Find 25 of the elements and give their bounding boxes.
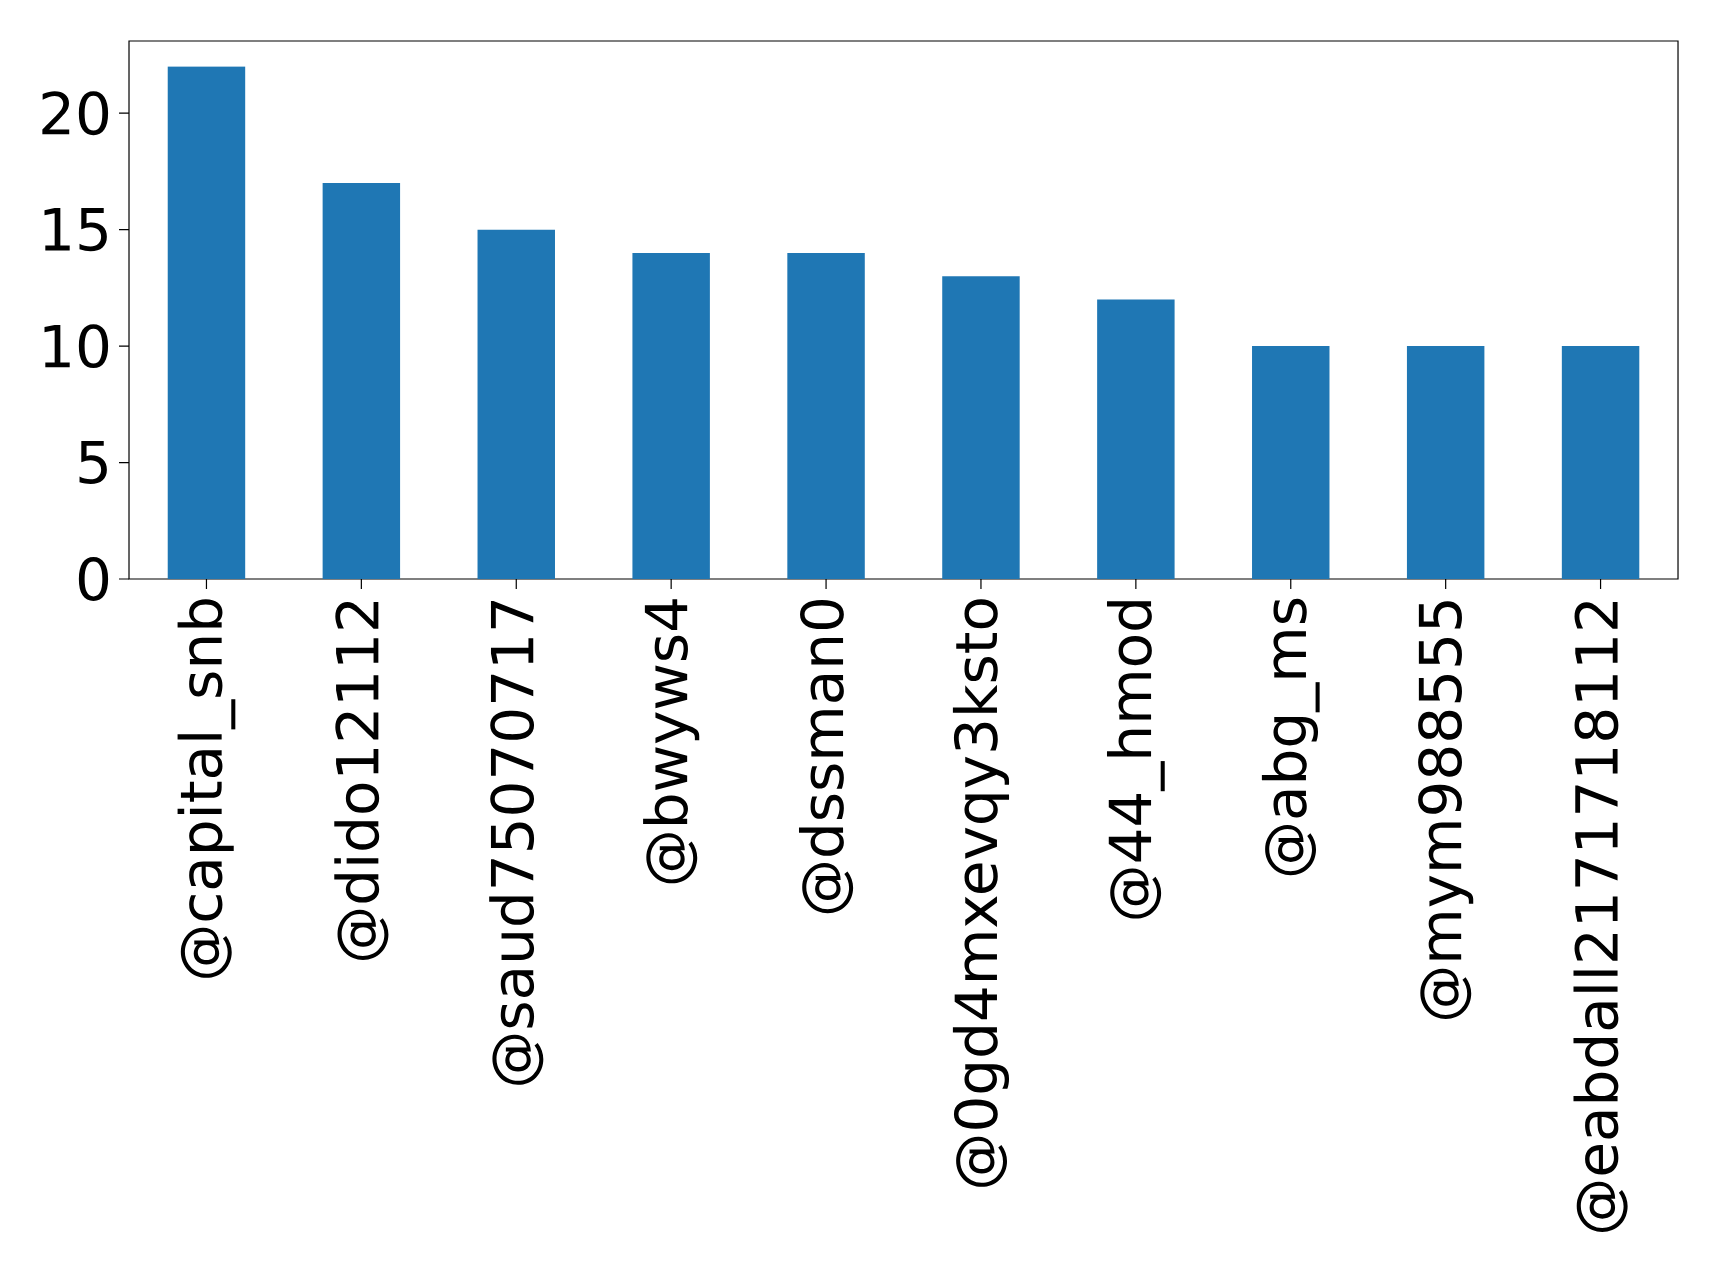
y-tick-label: 5 bbox=[79, 441, 107, 485]
bar bbox=[1097, 299, 1175, 579]
x-tick-label: @0gd4mxevqy3ksto bbox=[952, 599, 1010, 1187]
x-tick-label: @mym988555 bbox=[1418, 601, 1474, 1019]
x-tick-label: @eabdall2171718112 bbox=[1573, 601, 1628, 1232]
x-tick-label: @dido12112 bbox=[334, 601, 389, 960]
x-tick-label: @bwyws4 bbox=[643, 599, 700, 884]
x-tick-label: @capital_snb bbox=[177, 599, 236, 978]
y-tick-label: 15 bbox=[44, 208, 107, 252]
bar bbox=[787, 252, 865, 579]
bar bbox=[1252, 346, 1330, 579]
bar bbox=[167, 66, 246, 579]
bar bbox=[1561, 346, 1640, 579]
y-tick-label: 0 bbox=[78, 557, 109, 601]
x-tick-label: @saud75070717 bbox=[489, 601, 544, 1085]
bar bbox=[942, 276, 1020, 579]
y-tick-label: 20 bbox=[42, 91, 109, 136]
bar bbox=[632, 252, 710, 579]
x-tick-label: @dssman0 bbox=[798, 599, 854, 914]
x-tick-label: @abg_ms bbox=[1261, 598, 1320, 876]
x-tick-label: @44_hmod bbox=[1106, 601, 1165, 919]
bar bbox=[1406, 346, 1485, 579]
bar bbox=[322, 183, 401, 579]
bar bbox=[477, 229, 555, 579]
y-tick-label: 10 bbox=[44, 324, 109, 369]
